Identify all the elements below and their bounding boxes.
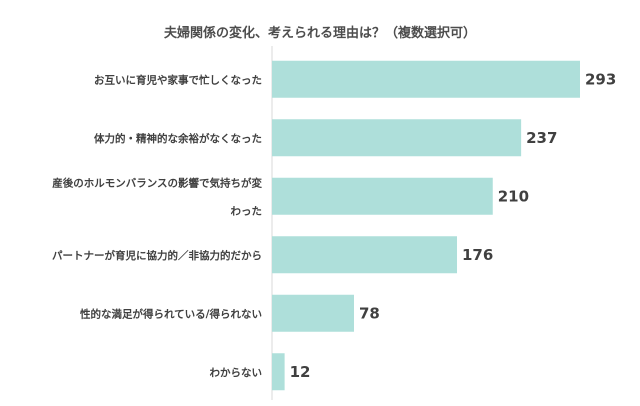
value-label-2: 210 — [498, 187, 529, 205]
bar-0 — [272, 60, 580, 98]
bar-5 — [272, 353, 285, 391]
value-label-0: 293 — [585, 70, 616, 88]
category-label-1: 体力的・精神的な余裕がなくなった — [94, 132, 262, 145]
category-label-4: 性的な満足が得られている/得られない — [80, 307, 262, 320]
bar-3 — [272, 236, 458, 274]
category-label-0: お互いに育児や家事で忙しくなった — [94, 73, 262, 86]
bar-4 — [272, 294, 354, 332]
category-label-2-line-0: 産後のホルモンバランスの影響で気持ちが変 — [52, 176, 262, 189]
bar-1 — [272, 119, 522, 157]
value-label-1: 237 — [526, 129, 557, 147]
category-label-5: わからない — [210, 367, 263, 379]
category-label-2-line-1: わった — [231, 205, 263, 217]
value-label-3: 176 — [462, 246, 493, 264]
category-label-3: パートナーが育児に協力的／非協力的だから — [52, 249, 262, 262]
bars-group: 293 お互いに育児や家事で忙しくなった 237 体力的・精神的な余裕がなくなった 21… — [52, 60, 616, 391]
chart-title: 夫婦関係の変化、考えられる理由は？（複数選択可） — [163, 26, 476, 41]
value-label-5: 12 — [290, 363, 311, 381]
bar-2 — [272, 177, 493, 215]
value-label-4: 78 — [359, 304, 380, 322]
